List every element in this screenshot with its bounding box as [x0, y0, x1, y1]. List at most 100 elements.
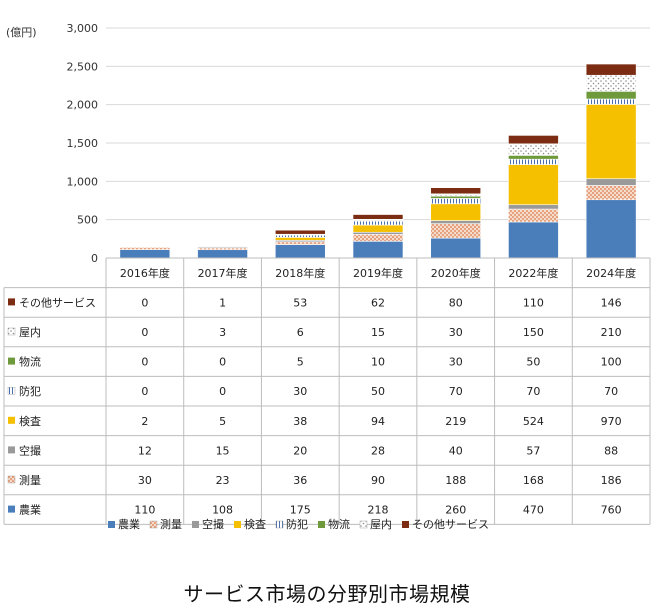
y-tick-label: 500	[77, 214, 98, 227]
bar-segment	[508, 164, 559, 206]
table-row-label: 防犯	[19, 384, 41, 398]
table-cell: 760	[601, 504, 622, 517]
table-cell: 0	[219, 356, 226, 369]
table-cell: 188	[445, 474, 466, 487]
bar-segment	[430, 237, 482, 259]
bar-segment	[508, 208, 559, 223]
legend-label: 物流	[328, 517, 350, 531]
table-row-label: 物流	[19, 355, 41, 369]
y-tick-label: 2,000	[67, 99, 99, 112]
bar-segment	[352, 224, 404, 233]
legend-key	[275, 520, 284, 529]
y-tick-label: 3,000	[67, 22, 99, 35]
legend-label: 検査	[244, 517, 266, 531]
bar-segment	[508, 221, 559, 259]
bar-segment	[119, 246, 171, 250]
table-cell: 23	[216, 474, 230, 487]
bar-segment	[352, 220, 404, 226]
table-legend-key	[8, 505, 15, 513]
bar-segment	[508, 155, 559, 160]
table-cell: 12	[138, 444, 152, 457]
table-cell: 30	[449, 356, 463, 369]
table-cell: 108	[212, 504, 233, 517]
category-label: 2020年度	[431, 266, 481, 280]
bar-segment	[585, 104, 637, 180]
category-label: 2019年度	[353, 266, 403, 280]
bar-segment	[585, 185, 637, 201]
table-cell: 94	[371, 415, 385, 428]
table-cell: 50	[371, 385, 385, 398]
category-label: 2018年度	[275, 266, 325, 280]
bar-segment	[197, 245, 248, 247]
table-cell: 1	[219, 296, 226, 309]
bar-segment	[430, 187, 482, 195]
bar-segment	[352, 214, 404, 220]
table-cell: 70	[449, 385, 463, 398]
table-legend-key	[7, 327, 16, 336]
table-cell: 50	[526, 356, 540, 369]
table-legend-key	[8, 446, 15, 454]
legend-key	[192, 521, 199, 528]
table-cell: 146	[601, 296, 622, 309]
table-row-label: 測量	[19, 473, 41, 487]
bar-segment	[585, 63, 637, 76]
table-cell: 100	[601, 356, 622, 369]
table-legend-key	[7, 475, 16, 484]
category-label: 2022年度	[508, 266, 558, 280]
table-cell: 70	[604, 385, 618, 398]
table-cell: 0	[141, 296, 148, 309]
legend-label: その他サービス	[412, 518, 489, 531]
table-cell: 6	[297, 326, 304, 339]
bar-segment	[508, 158, 559, 165]
bar-segment	[430, 198, 482, 205]
table-cell: 53	[293, 296, 307, 309]
table-cell: 260	[445, 504, 466, 517]
y-tick-label: 1,000	[67, 175, 99, 188]
bar-segment	[508, 135, 559, 145]
table-row-label: 屋内	[19, 325, 41, 339]
bar-segment	[274, 241, 326, 245]
bar-segment	[430, 220, 482, 224]
table-legend-key	[7, 387, 16, 395]
table-cell: 80	[449, 296, 463, 309]
table-cell: 210	[601, 326, 622, 339]
bar-segment	[585, 178, 637, 186]
table-cell: 36	[293, 474, 307, 487]
table-cell: 0	[141, 356, 148, 369]
table-cell: 110	[523, 296, 544, 309]
table-cell: 0	[219, 385, 226, 398]
legend-label: 農業	[118, 517, 140, 531]
legend-label: 測量	[160, 517, 182, 531]
legend-label: 防犯	[286, 517, 308, 531]
table-row-label: その他サービス	[19, 296, 96, 309]
bar-segment	[274, 244, 326, 259]
bar-segment	[430, 195, 482, 199]
legend-key	[318, 521, 325, 528]
bar-segment	[197, 249, 248, 259]
chart-caption: サービス市場の分野別市場規模	[183, 582, 471, 606]
table-cell: 30	[449, 326, 463, 339]
legend-key	[108, 521, 115, 528]
table-cell: 70	[526, 385, 540, 398]
table-cell: 218	[368, 504, 389, 517]
bar-segment	[585, 98, 637, 105]
table-legend-key	[8, 298, 15, 306]
table-cell: 219	[445, 415, 466, 428]
table-cell: 5	[297, 356, 304, 369]
bar-segment	[430, 193, 482, 197]
y-axis-unit: (億円)	[6, 26, 37, 39]
table-cell: 175	[290, 504, 311, 517]
bar-segment	[352, 231, 404, 235]
table-cell: 470	[523, 504, 544, 517]
category-label: 2017年度	[198, 266, 248, 280]
table-cell: 150	[523, 326, 544, 339]
table-cell: 10	[371, 356, 385, 369]
table-cell: 40	[449, 444, 463, 457]
table-cell: 5	[219, 415, 226, 428]
table-row-label: 空撮	[19, 443, 41, 457]
table-cell: 168	[523, 474, 544, 487]
table-cell: 30	[293, 385, 307, 398]
bar-segment	[585, 91, 637, 100]
table-cell: 90	[371, 474, 385, 487]
bar-segment	[119, 245, 171, 247]
